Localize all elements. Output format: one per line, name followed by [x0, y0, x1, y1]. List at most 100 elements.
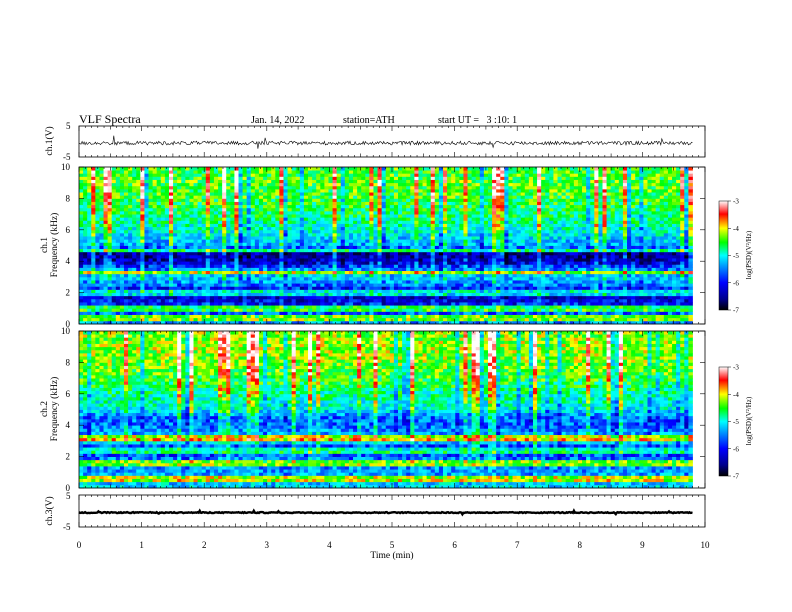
spectrogram-cell — [438, 273, 444, 278]
spectrogram-cell — [222, 239, 227, 243]
spectrogram-cell — [123, 170, 129, 174]
spectrogram-cell — [320, 305, 325, 309]
spectrogram-cell — [246, 188, 252, 193]
spectrogram-cell — [406, 192, 411, 196]
spectrogram-cell — [434, 236, 440, 240]
spectrogram-cell — [258, 270, 264, 275]
spectrogram-cell — [83, 295, 88, 300]
spectrogram-cell — [123, 239, 129, 243]
spectrogram-cell — [320, 176, 325, 180]
spectrogram-cell — [430, 242, 436, 246]
spectrogram-cell — [295, 207, 301, 212]
spectrogram-cell — [418, 210, 423, 215]
spectrogram-cell — [201, 210, 207, 215]
spectrogram-cell — [234, 182, 239, 187]
spectrogram-cell — [263, 239, 268, 243]
spectrogram-cell — [279, 223, 284, 228]
spectrogram-cell — [283, 242, 288, 246]
spectrogram-cell — [353, 201, 358, 206]
spectrogram-cell — [168, 314, 174, 319]
spectrogram-cell — [475, 220, 481, 224]
spectrogram-cell — [406, 311, 411, 315]
spectrogram-cell — [128, 248, 133, 253]
spectrogram-cell — [201, 251, 207, 256]
spectrogram-cell — [398, 192, 403, 196]
spectrogram-cell — [471, 239, 477, 243]
spectrogram-cell — [177, 223, 182, 228]
spectrogram-cell — [258, 182, 264, 187]
spectrogram-cell — [438, 188, 444, 193]
spectrogram-cell — [328, 170, 333, 174]
spectrogram-cell — [299, 267, 305, 272]
spectrogram-cell — [79, 242, 84, 246]
spectrogram-cell — [87, 251, 92, 256]
spectrogram-cell — [103, 245, 109, 250]
spectrogram-cell — [254, 248, 260, 253]
spectrogram-cell — [242, 320, 248, 325]
spectrogram-cell — [312, 214, 317, 218]
spectrogram-cell — [160, 245, 166, 250]
spectrogram-cell — [218, 167, 223, 171]
spectrogram-cell — [393, 201, 399, 206]
spectrogram-cell — [111, 192, 117, 196]
spectrogram-cell — [132, 236, 137, 240]
spectrogram-cell — [373, 254, 378, 259]
spectrogram-cell — [156, 245, 162, 250]
spectrogram-cell — [353, 317, 358, 322]
spectrogram-cell — [115, 242, 121, 246]
spectrogram-cell — [83, 220, 88, 224]
spectrogram-cell — [156, 217, 162, 221]
spectrogram-cell — [258, 320, 264, 325]
spectrogram-cell — [152, 314, 158, 319]
spectrogram-cell — [316, 220, 321, 224]
spectrogram-cell — [148, 195, 154, 199]
spectrogram-cell — [463, 267, 468, 272]
spectrogram-cell — [332, 292, 338, 297]
spectrogram-cell — [168, 298, 174, 303]
spectrogram-cell — [173, 198, 178, 202]
spectrogram-cell — [107, 267, 113, 272]
spectrogram-cell — [148, 305, 154, 309]
spectrogram-cell — [279, 311, 284, 315]
spectrogram-cell — [283, 261, 288, 265]
spectrogram-cell — [308, 192, 313, 196]
spectrogram-cell — [479, 242, 485, 246]
spectrogram-cell — [193, 217, 199, 221]
spectrogram-cell — [246, 204, 252, 209]
spectrogram-cell — [398, 188, 403, 193]
spectrogram-cell — [160, 267, 166, 272]
spectrogram-cell — [107, 207, 113, 212]
spectrogram-cell — [230, 242, 235, 246]
spectrogram-cell — [238, 226, 243, 231]
spectrogram-cell — [271, 204, 276, 209]
spectrogram-cell — [434, 173, 440, 177]
spectrogram-cell — [177, 192, 182, 196]
spectrogram-cell — [119, 195, 125, 199]
spectrogram-cell — [254, 298, 260, 303]
spectrogram-cell — [115, 182, 121, 187]
spectrogram-cell — [115, 305, 121, 309]
spectrogram-cell — [222, 210, 227, 215]
spectrogram-cell — [258, 267, 264, 272]
spectrogram-cell — [234, 204, 239, 209]
spectrogram-cell — [459, 223, 464, 228]
spectrogram-cell — [443, 251, 448, 256]
spectrogram-cell — [99, 289, 104, 293]
spectrogram-cell — [144, 311, 149, 315]
spectrogram-cell — [226, 270, 231, 275]
spectrogram-cell — [136, 289, 141, 293]
spectrogram-cell — [295, 245, 301, 250]
spectrogram-cell — [385, 195, 391, 199]
spectrogram-cell — [213, 280, 219, 284]
spectrogram-cell — [471, 276, 477, 281]
spectrogram-cell — [308, 276, 313, 281]
spectrogram-cell — [230, 223, 235, 228]
spectrogram-cell — [242, 210, 248, 215]
spectrogram-cell — [209, 173, 215, 177]
spectrogram-cell — [275, 239, 280, 243]
spectrogram-cell — [344, 251, 350, 256]
spectrogram-cell — [123, 167, 129, 171]
spectrogram-cell — [467, 192, 473, 196]
spectrogram-cell — [123, 298, 129, 303]
spectrogram-cell — [103, 207, 109, 212]
